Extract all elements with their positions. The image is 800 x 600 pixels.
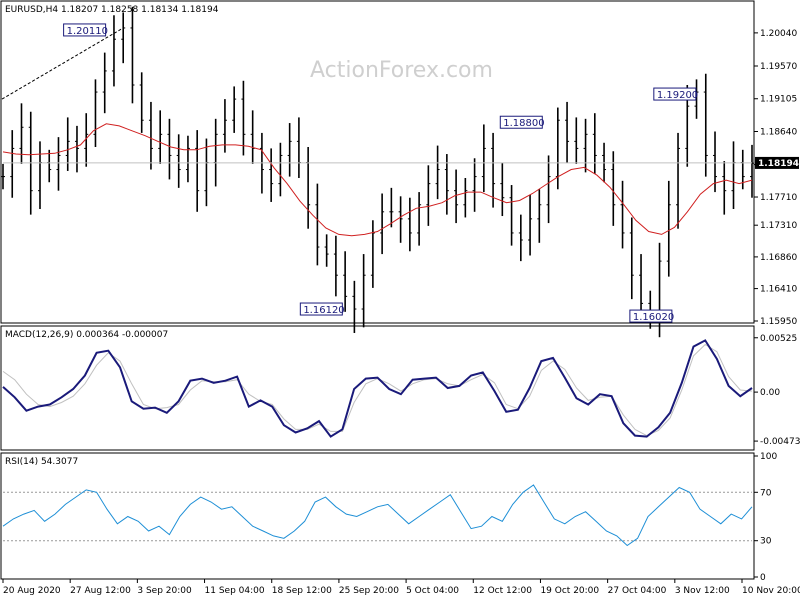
x-axis-labels: 20 Aug 2020 27 Aug 12:00 3 Sep 20:00 11 Sep… [2, 579, 800, 596]
macd-y-tick-label: -0.004732 [760, 437, 800, 447]
x-tick-label: 3 Nov 12:00 [675, 586, 730, 596]
price-panel [0, 0, 755, 324]
annotation-box [63, 23, 107, 37]
y-tick-label: 1.17710 [760, 193, 797, 203]
trend-line [1, 27, 124, 100]
x-tick-label: 25 Sep 20:00 [339, 586, 399, 596]
y-tick-label: 1.16410 [760, 285, 797, 295]
macd-y-tick-label: 0.00 [760, 388, 780, 398]
annotation-box [499, 115, 543, 129]
x-tick-label: 19 Oct 20:00 [540, 586, 599, 596]
x-tick-label: 11 Sep 04:00 [205, 586, 265, 596]
watermark: ActionForex.com [310, 58, 493, 83]
rsi-y-tick-label: 70 [760, 488, 772, 498]
x-tick-label: 10 Nov 20:00 [742, 586, 800, 596]
y-axis-labels: 1.200401.195701.191051.186401.181701.177… [754, 29, 800, 583]
rsi-line [2, 484, 753, 547]
annotation-label: 1.18800 [503, 118, 544, 129]
current-price-label: 1.18194 [758, 159, 799, 169]
y-tick-label: 1.16860 [760, 253, 797, 263]
rsi-panel [0, 452, 755, 580]
rsi-y-tick-label: 0 [760, 573, 766, 583]
x-tick-label: 18 Sep 12:00 [272, 586, 332, 596]
macd-y-tick-label: 0.00525 [760, 334, 797, 344]
rsi-title: RSI(14) 54.3077 [5, 457, 78, 467]
annotation-box [299, 302, 343, 316]
price-series-group: 1.20110 1.18800 1.19200 1.16120 1.16020 [1, 6, 754, 338]
macd-series-group [2, 339, 753, 438]
rsi-y-tick-label: 100 [760, 452, 777, 462]
y-tick-label: 1.19570 [760, 62, 797, 72]
rsi-y-tick-label: 30 [760, 537, 772, 547]
x-tick-label: 12 Oct 12:00 [473, 586, 532, 596]
moving-average-line [2, 123, 753, 237]
annotation-label: 1.16020 [633, 312, 674, 323]
x-tick-label: 5 Oct 04:00 [406, 586, 459, 596]
annotation-label: 1.20110 [67, 26, 108, 37]
y-tick-label: 1.19105 [760, 95, 797, 105]
x-tick-label: 20 Aug 2020 [3, 586, 61, 596]
price-title: EURUSD,H4 1.18207 1.18258 1.18134 1.1819… [5, 5, 219, 15]
x-tick-label: 27 Oct 04:00 [608, 586, 667, 596]
macd-panel [0, 325, 755, 451]
y-tick-label: 1.18640 [760, 128, 797, 138]
rsi-series-group [2, 484, 753, 547]
current-price-tag [755, 156, 799, 169]
annotation-box [629, 309, 673, 323]
y-tick-label: 1.17310 [760, 221, 797, 231]
annotation-label: 1.19200 [657, 90, 698, 101]
annotation-label: 1.16120 [303, 305, 344, 316]
y-tick-label: 1.20040 [760, 29, 797, 39]
macd-line [2, 339, 753, 438]
macd-title: MACD(12,26,9) 0.000364 -0.000007 [5, 330, 168, 340]
y-tick-label: 1.15950 [760, 317, 797, 327]
x-tick-label: 3 Sep 20:00 [137, 586, 192, 596]
annotation-box [653, 87, 697, 101]
x-tick-label: 27 Aug 12:00 [70, 586, 131, 596]
